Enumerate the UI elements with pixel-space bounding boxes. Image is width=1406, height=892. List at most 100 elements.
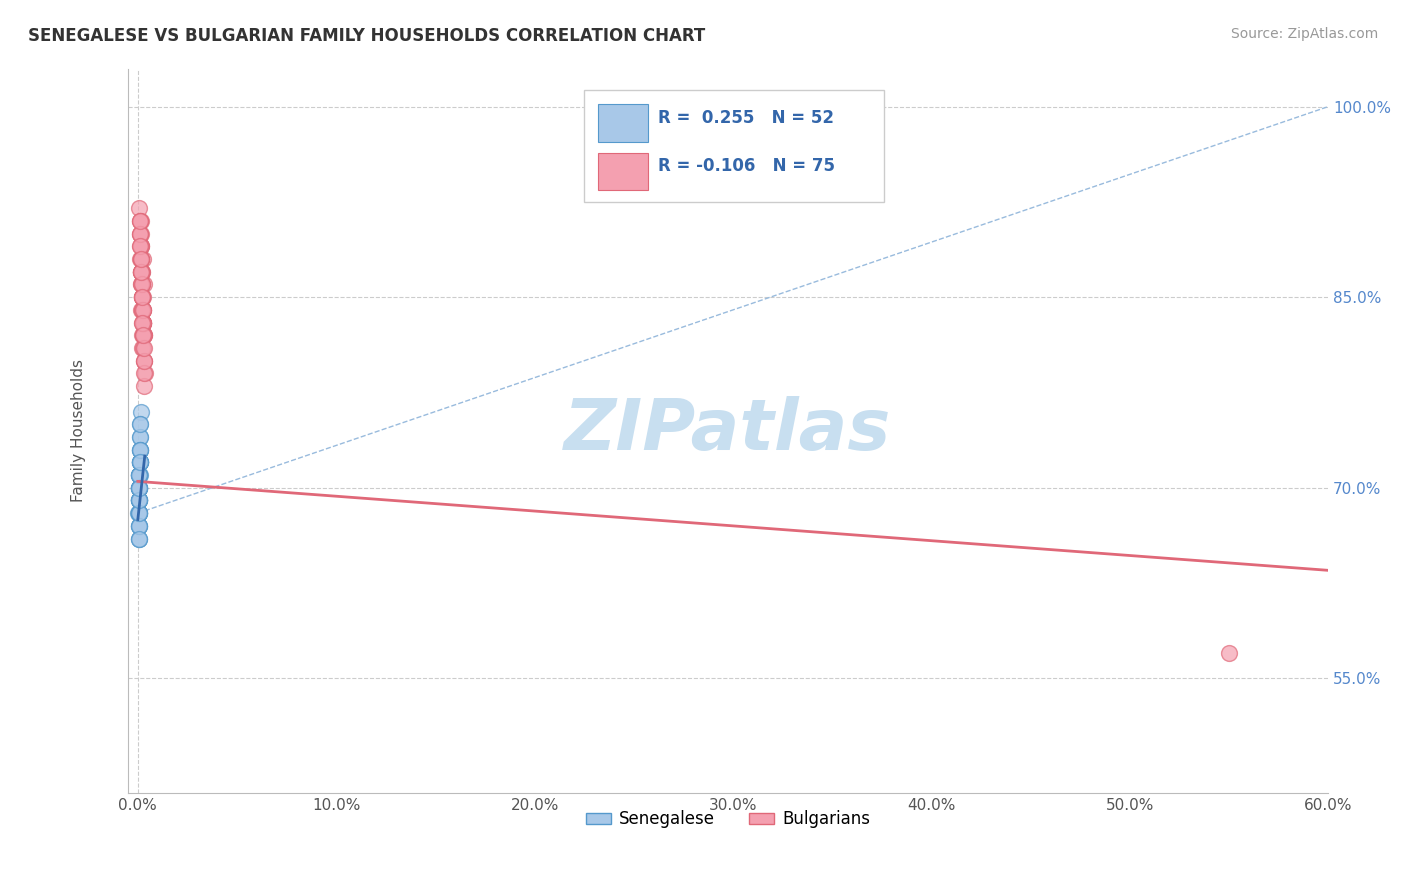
Point: [128, 455, 150, 469]
Point: [131, 290, 153, 304]
Point: [128, 468, 150, 483]
Point: [131, 302, 153, 317]
Point: [131, 290, 153, 304]
Point: [131, 316, 153, 330]
Point: [128, 519, 150, 533]
Point: [129, 227, 152, 241]
Text: R = -0.106   N = 75: R = -0.106 N = 75: [658, 157, 835, 176]
Point: [128, 455, 150, 469]
Point: [128, 493, 150, 508]
Point: [129, 227, 152, 241]
Point: [131, 290, 153, 304]
Point: [132, 328, 155, 343]
Point: [129, 265, 152, 279]
Point: [128, 506, 150, 520]
Point: [132, 277, 155, 292]
Point: [128, 481, 150, 495]
Point: [131, 328, 153, 343]
Point: [128, 468, 150, 483]
Point: [129, 265, 152, 279]
Point: [132, 328, 155, 343]
Point: [128, 493, 150, 508]
Point: [128, 493, 150, 508]
Point: [132, 328, 155, 343]
Point: [128, 481, 150, 495]
Point: [127, 506, 149, 520]
Point: [131, 290, 153, 304]
Point: [129, 252, 152, 266]
Point: [129, 214, 152, 228]
Point: [134, 353, 156, 368]
Point: [129, 404, 152, 418]
Point: [128, 468, 150, 483]
Point: [128, 506, 150, 520]
Point: [128, 468, 150, 483]
Point: [128, 468, 150, 483]
Point: [128, 506, 150, 520]
Point: [131, 290, 153, 304]
Point: [128, 214, 150, 228]
Point: [128, 493, 150, 508]
Point: [129, 239, 152, 253]
Point: [128, 506, 150, 520]
Point: [1218, 646, 1240, 660]
Point: [131, 316, 153, 330]
Point: [129, 214, 152, 228]
Y-axis label: Family Households: Family Households: [72, 359, 86, 502]
Point: [128, 201, 150, 215]
Point: [132, 302, 155, 317]
Point: [129, 265, 152, 279]
Point: [129, 227, 152, 241]
Point: [128, 519, 150, 533]
Point: [128, 519, 150, 533]
Point: [132, 341, 155, 355]
Point: [128, 481, 150, 495]
Point: [128, 214, 150, 228]
Point: [131, 277, 153, 292]
FancyBboxPatch shape: [599, 153, 648, 190]
Point: [129, 430, 152, 444]
Point: [131, 328, 153, 343]
Point: [128, 493, 150, 508]
Point: [128, 519, 150, 533]
Point: [134, 367, 156, 381]
Point: [131, 341, 153, 355]
Point: [132, 316, 155, 330]
Point: [128, 532, 150, 546]
Point: [129, 265, 152, 279]
Point: [132, 316, 155, 330]
Point: [131, 277, 153, 292]
Point: [128, 493, 150, 508]
Point: [128, 455, 150, 469]
Point: [132, 379, 155, 393]
Point: [128, 481, 150, 495]
Point: [132, 316, 155, 330]
Point: [129, 252, 152, 266]
Point: [128, 481, 150, 495]
Point: [131, 316, 153, 330]
Point: [132, 341, 155, 355]
Point: [128, 506, 150, 520]
Point: [132, 316, 155, 330]
Point: [128, 468, 150, 483]
Point: [128, 481, 150, 495]
Point: [129, 430, 152, 444]
Point: [128, 468, 150, 483]
Point: [131, 277, 153, 292]
Point: [128, 442, 150, 457]
Point: [128, 493, 150, 508]
Point: [132, 328, 155, 343]
Point: [131, 277, 153, 292]
Point: [132, 302, 155, 317]
Point: [129, 417, 152, 432]
Point: [129, 239, 152, 253]
Legend: Senegalese, Bulgarians: Senegalese, Bulgarians: [579, 804, 877, 835]
Point: [134, 353, 156, 368]
Point: [128, 455, 150, 469]
Point: [129, 252, 152, 266]
Point: [129, 442, 152, 457]
Point: [132, 252, 155, 266]
Point: [129, 265, 152, 279]
Point: [128, 455, 150, 469]
Point: [128, 506, 150, 520]
